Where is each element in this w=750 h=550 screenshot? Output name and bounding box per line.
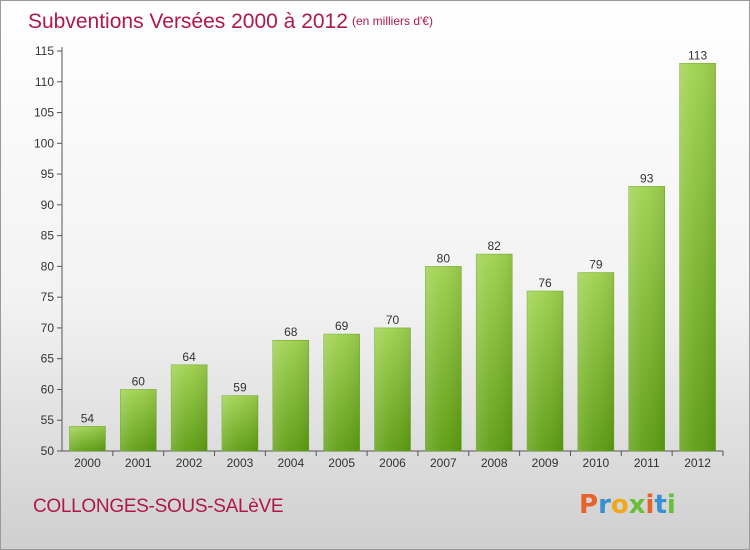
bars — [69, 63, 716, 452]
y-tick-label: 50 — [41, 444, 55, 458]
bar-shading — [69, 426, 106, 451]
data-label-2002: 64 — [182, 350, 196, 364]
x-tick-label: 2000 — [74, 456, 101, 470]
bar-shading — [425, 266, 462, 451]
y-tick-label: 60 — [41, 382, 55, 396]
x-tick-label: 2003 — [227, 456, 254, 470]
x-tick-label: 2005 — [328, 456, 355, 470]
data-label-2010: 79 — [589, 258, 603, 272]
y-tick-label: 85 — [41, 229, 55, 243]
y-tick-label: 70 — [41, 321, 55, 335]
x-tick-label: 2007 — [430, 456, 457, 470]
logo-letter: t — [654, 490, 667, 520]
data-label-2012: 113 — [688, 48, 707, 62]
data-label-2005: 69 — [335, 319, 349, 333]
y-tick-label: 115 — [35, 44, 54, 58]
y-tick-label: 105 — [34, 106, 54, 120]
data-label-2000: 54 — [81, 411, 95, 425]
data-label-2007: 80 — [437, 251, 451, 265]
bar-shading — [577, 272, 614, 451]
bar-shading — [120, 389, 157, 451]
x-tick-label: 2010 — [583, 456, 610, 470]
bar-shading — [628, 186, 665, 451]
y-tick-label: 95 — [41, 167, 55, 181]
bar-shading — [374, 327, 411, 451]
data-label-2004: 68 — [284, 325, 298, 339]
x-tick-label: 2001 — [125, 456, 152, 470]
y-tick-label: 100 — [34, 136, 54, 150]
y-axis: 50 55 60 65 70 75 80 85 90 95 100 105 110 115 — [34, 44, 63, 458]
x-tick-label: 2012 — [684, 456, 711, 470]
logo-letter: P — [579, 490, 599, 520]
x-tick-label: 2009 — [532, 456, 559, 470]
proxiti-logo[interactable]: Proxiti — [579, 490, 676, 520]
y-tick-label: 80 — [41, 259, 55, 273]
bar-shading — [527, 291, 564, 451]
y-tick-label: 90 — [41, 198, 55, 212]
bar-shading — [272, 340, 309, 451]
data-label-2008: 82 — [488, 239, 502, 253]
data-label-2003: 59 — [233, 381, 247, 395]
x-tick-label: 2008 — [481, 456, 508, 470]
x-tick-label: 2002 — [176, 456, 203, 470]
logo-letter: r — [598, 490, 611, 520]
x-tick-label: 2004 — [277, 456, 304, 470]
y-tick-label: 55 — [41, 413, 55, 427]
data-label-2011: 93 — [640, 171, 654, 185]
logo-letter: i — [645, 490, 655, 520]
logo-letter: o — [610, 490, 629, 520]
x-tick-label: 2011 — [634, 456, 660, 470]
bar-shading — [221, 395, 258, 451]
x-axis: 2000 2001 2002 2003 2004 2005 2006 2007 2008 2009… — [62, 450, 724, 470]
x-tick-label: 2006 — [379, 456, 406, 470]
bar-shading — [171, 364, 208, 451]
data-label-2009: 76 — [538, 276, 552, 290]
bar-shading — [679, 63, 716, 452]
data-labels: 54 60 64 59 68 69 70 80 82 76 79 93 113 — [81, 48, 708, 425]
chart-subtitle: (en milliers d'€) — [352, 14, 433, 28]
chart-title: Subventions Versées 2000 à 2012 — [28, 10, 348, 33]
data-label-2006: 70 — [386, 313, 400, 327]
data-label-2001: 60 — [132, 374, 146, 388]
y-tick-label: 110 — [35, 75, 54, 89]
commune-name: COLLONGES-SOUS-SALèVE — [33, 496, 284, 517]
bar-shading — [323, 334, 360, 451]
bar-shading — [476, 254, 513, 451]
y-tick-label: 75 — [41, 290, 55, 304]
y-tick-label: 65 — [41, 352, 55, 366]
logo-letter: i — [666, 490, 676, 520]
logo-letter: x — [628, 490, 646, 520]
